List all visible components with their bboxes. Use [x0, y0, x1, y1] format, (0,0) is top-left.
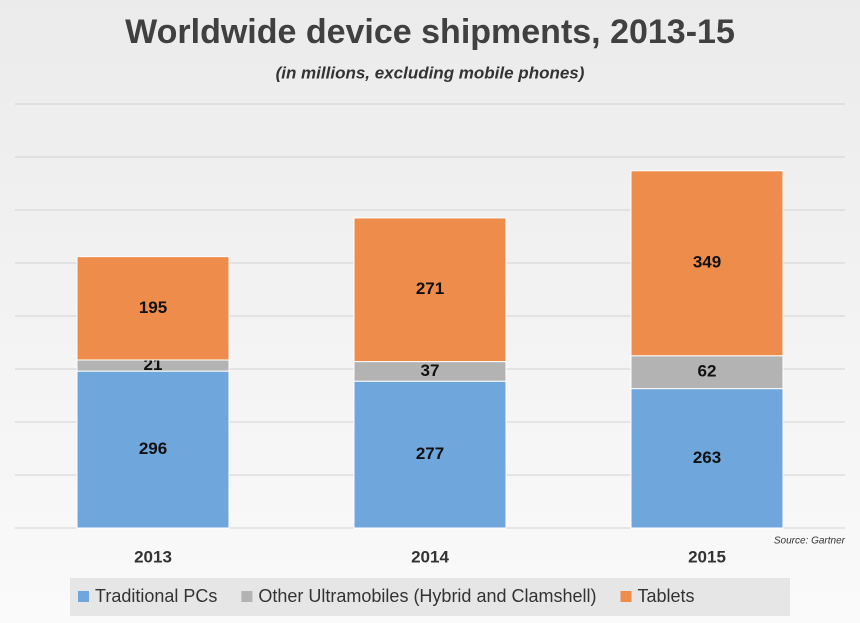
data-label: 277 [416, 444, 444, 463]
x-tick-label: 2014 [411, 547, 449, 566]
legend-label: Tablets [638, 586, 695, 606]
x-tick-label: 2015 [688, 547, 726, 566]
data-label: 349 [693, 253, 721, 272]
data-label: 62 [698, 362, 717, 381]
bar-segment [76, 370, 230, 529]
bar-segment [353, 380, 507, 529]
bar-segment [630, 388, 784, 529]
data-label: 296 [139, 439, 167, 458]
legend [70, 578, 790, 616]
data-label: 37 [421, 361, 440, 380]
legend-label: Other Ultramobiles (Hybrid and Clamshell… [258, 586, 596, 606]
bar-segment [353, 217, 507, 363]
x-tick-label: 2013 [134, 547, 172, 566]
source: Source: Gartner [774, 536, 846, 547]
legend-label: Traditional PCs [95, 586, 217, 606]
chart-subtitle: (in millions, excluding mobile phones) [276, 63, 585, 82]
legend-swatch [78, 591, 89, 602]
legend-swatch [241, 591, 253, 602]
data-label: 271 [416, 279, 444, 298]
bar-segment [76, 256, 230, 361]
chart-title: Worldwide device shipments, 2013-15 [125, 13, 735, 51]
data-label: 263 [693, 448, 721, 467]
bar-segment [630, 170, 784, 357]
data-label: 195 [139, 298, 167, 317]
legend-swatch [620, 591, 632, 602]
